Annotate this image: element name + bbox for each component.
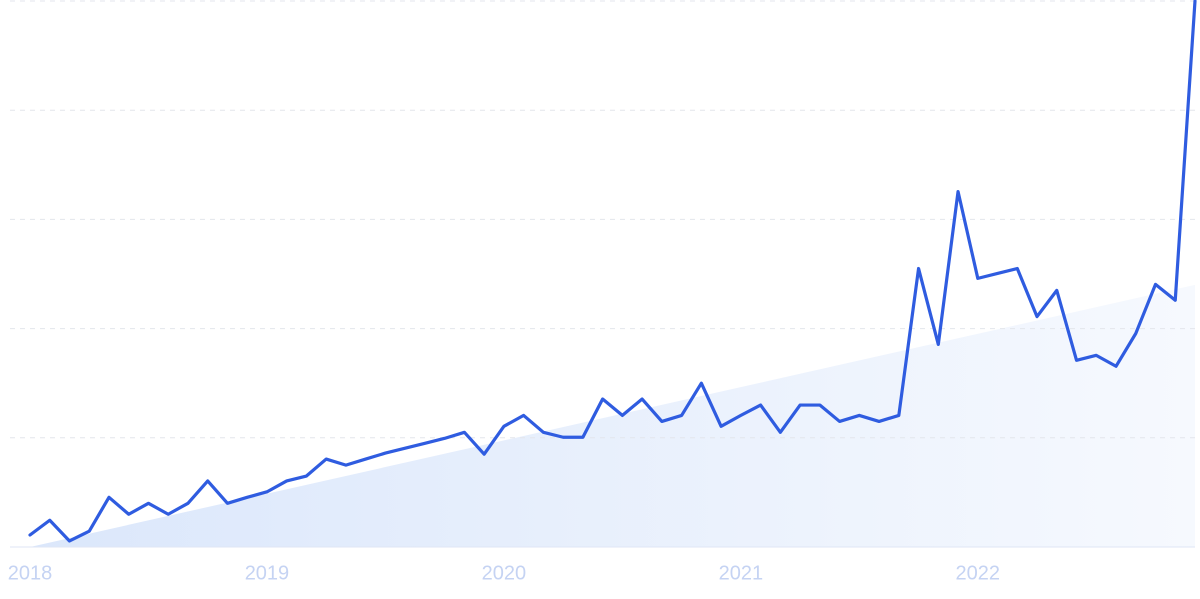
x-tick-label: 2022 (956, 562, 1001, 584)
trend-line (28, 0, 1197, 543)
x-tick-label: 2021 (719, 562, 764, 584)
x-tick-label: 2019 (245, 562, 290, 584)
x-tick-label: 2018 (8, 562, 53, 584)
x-tick-label: 2020 (482, 562, 527, 584)
trend-area (30, 284, 1195, 547)
